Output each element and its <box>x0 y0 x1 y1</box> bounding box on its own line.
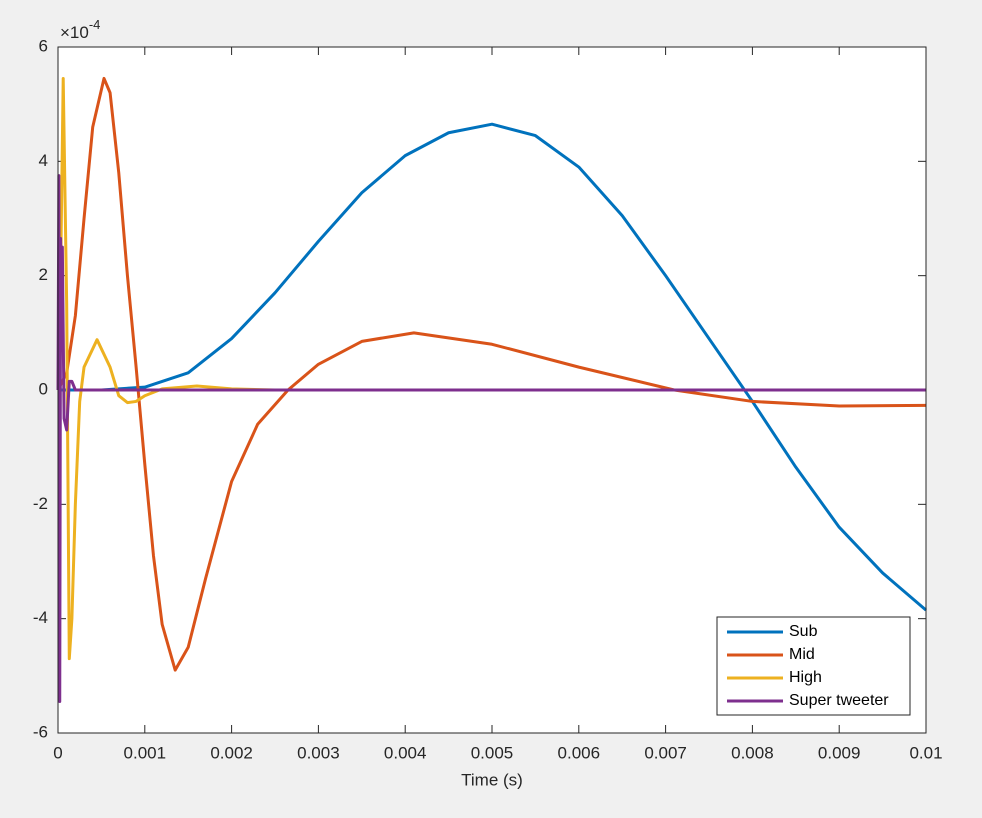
y-tick-label: -4 <box>33 608 48 627</box>
x-tick-label: 0.003 <box>297 743 340 762</box>
x-tick-label: 0.007 <box>644 743 687 762</box>
x-tick-label: 0.002 <box>210 743 253 762</box>
series-line <box>56 174 926 704</box>
multiplier-exponent: -4 <box>89 17 101 32</box>
legend-label: Super tweeter <box>789 692 889 709</box>
legend-label: Sub <box>789 623 818 640</box>
legend-label: High <box>789 669 822 686</box>
series-line <box>58 122 927 612</box>
x-tick-label: 0.01 <box>909 743 942 762</box>
x-axis-label: Time (s) <box>461 770 523 789</box>
axes-box <box>57 46 927 734</box>
y-tick-label: 0 <box>39 379 48 398</box>
series-line <box>56 76 926 661</box>
x-tick-label: 0.006 <box>558 743 601 762</box>
legend: Sub Mid High Super tweeter <box>716 616 911 716</box>
x-tick-label: 0.009 <box>818 743 861 762</box>
x-tick-label: 0.001 <box>124 743 167 762</box>
x-tick-label: 0.005 <box>471 743 514 762</box>
x-tick-label: 0 <box>53 743 62 762</box>
y-tick-label: 6 <box>39 36 48 55</box>
legend-label: Mid <box>789 646 815 663</box>
y-multiplier: ×10-4 <box>60 17 100 42</box>
series-line <box>56 76 927 672</box>
multiplier-base: ×10 <box>60 23 89 42</box>
x-tick-label: 0.004 <box>384 743 427 762</box>
x-tick-label: 0.008 <box>731 743 774 762</box>
y-tick-label: 2 <box>39 265 48 284</box>
y-tick-label: -2 <box>33 494 48 513</box>
y-tick-label: 4 <box>39 151 48 170</box>
y-tick-label: -6 <box>33 722 48 741</box>
